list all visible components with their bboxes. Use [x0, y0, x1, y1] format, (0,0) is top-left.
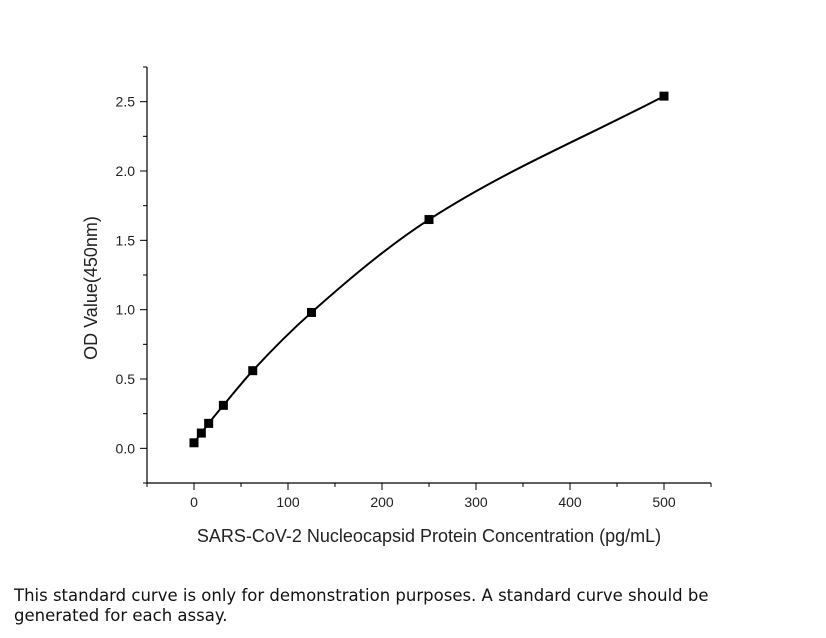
- y-tick-label: 2.0: [116, 163, 136, 179]
- caption: This standard curve is only for demonstr…: [14, 586, 709, 625]
- data-point: [248, 366, 258, 376]
- x-tick-label: 0: [190, 494, 198, 510]
- data-point: [218, 400, 228, 410]
- x-tick-label: 200: [370, 494, 394, 510]
- y-tick-label: 0.0: [116, 440, 136, 456]
- x-tick-label: 300: [464, 494, 488, 510]
- x-tick-label: 500: [652, 494, 676, 510]
- x-tick-label: 100: [276, 494, 300, 510]
- data-point: [189, 438, 199, 448]
- data-point: [659, 91, 669, 101]
- data-point: [424, 215, 434, 225]
- data-point: [204, 418, 214, 428]
- data-point: [307, 307, 316, 317]
- y-axis-title: OD Value(450nm): [81, 216, 101, 360]
- axes: 0 100 200 300 400 500 0.0 0.5 1.0 1.5 2.0 2.5: [116, 66, 712, 510]
- marker-layer: [189, 91, 669, 448]
- y-tick-label: 1.0: [116, 302, 136, 318]
- standard-curve-chart: 0 100 200 300 400 500 0.0 0.5 1.0 1.5 2.0 2.5 SARS-…: [81, 66, 712, 546]
- x-tick-label: 400: [558, 494, 582, 510]
- data-point: [196, 428, 206, 438]
- y-tick-label: 1.5: [116, 232, 136, 248]
- fit-curve: [193, 95, 665, 444]
- y-tick-label: 0.5: [116, 371, 136, 387]
- x-axis-title: SARS-CoV-2 Nucleocapsid Protein Concentr…: [197, 526, 661, 546]
- curve-layer: [193, 95, 665, 444]
- y-tick-label: 2.5: [116, 94, 136, 110]
